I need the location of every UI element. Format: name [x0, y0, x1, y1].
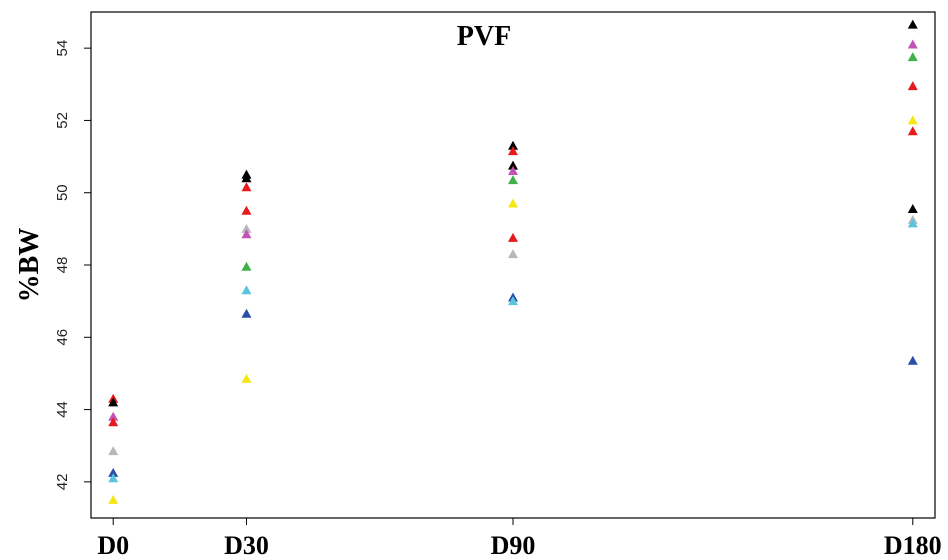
- data-point-triangle: [108, 473, 119, 483]
- y-tick-label: 54: [54, 40, 71, 57]
- data-point-triangle: [907, 81, 918, 91]
- data-point-triangle: [907, 218, 918, 228]
- data-point-triangle: [508, 140, 518, 150]
- data-points: [108, 19, 918, 504]
- y-axis: 42 44 46 48 50 52 54: [54, 40, 91, 490]
- data-point-triangle: [108, 494, 119, 504]
- y-tick-label: 44: [54, 401, 71, 418]
- data-point-triangle: [241, 285, 252, 295]
- data-point-triangle: [508, 146, 518, 156]
- data-point-triangle: [907, 355, 918, 365]
- chart-title: PVF: [457, 21, 511, 52]
- data-point-triangle: [241, 182, 252, 192]
- data-point-triangle: [907, 39, 918, 49]
- data-point-triangle: [241, 229, 252, 239]
- y-tick-label: 42: [54, 474, 71, 491]
- data-point-triangle: [508, 175, 518, 185]
- data-point-triangle: [907, 126, 918, 136]
- data-point-triangle: [907, 19, 918, 29]
- data-point-triangle: [241, 223, 252, 233]
- x-axis: D0 D30 D90 D180: [97, 518, 942, 560]
- data-point-triangle: [241, 308, 252, 318]
- data-point-triangle: [241, 173, 252, 183]
- data-point-triangle: [108, 467, 119, 477]
- data-point-triangle: [508, 296, 518, 306]
- data-point-triangle: [108, 397, 119, 407]
- data-point-triangle: [508, 166, 518, 176]
- y-tick-label: 50: [54, 184, 71, 201]
- data-point-triangle: [108, 446, 119, 456]
- data-point-triangle: [907, 52, 918, 62]
- y-axis-label: %BW: [14, 228, 45, 303]
- y-tick-label: 52: [54, 112, 71, 129]
- data-point-triangle: [108, 411, 119, 421]
- plot-frame: [90, 11, 936, 519]
- data-point-triangle: [508, 249, 518, 259]
- y-tick-label: 46: [54, 329, 71, 346]
- x-tick-label: D180: [884, 531, 942, 560]
- data-point-triangle: [907, 115, 918, 125]
- data-point-triangle: [241, 261, 252, 271]
- data-point-triangle: [508, 198, 518, 208]
- data-point-triangle: [907, 203, 918, 213]
- data-point-triangle: [108, 417, 119, 427]
- y-tick-label: 48: [54, 257, 71, 274]
- data-point-triangle: [508, 160, 518, 170]
- x-tick-label: D30: [224, 531, 269, 560]
- x-tick-label: D0: [97, 531, 129, 560]
- data-point-triangle: [508, 232, 518, 242]
- x-tick-label: D90: [491, 531, 536, 560]
- data-point-triangle: [241, 373, 252, 383]
- data-point-triangle: [241, 205, 252, 215]
